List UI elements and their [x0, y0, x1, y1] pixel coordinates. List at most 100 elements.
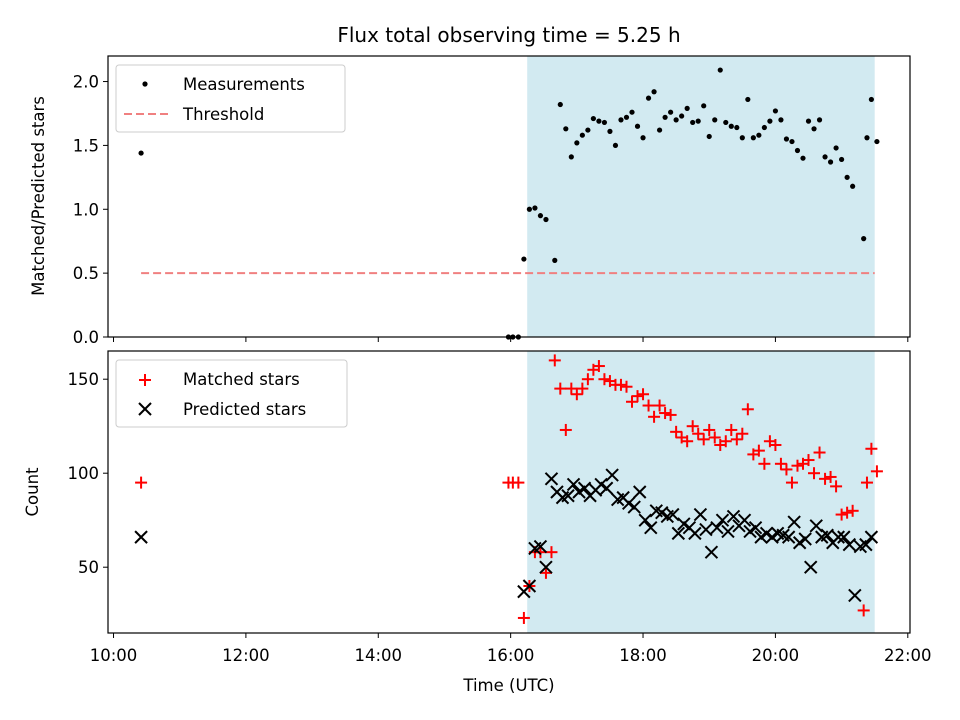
matched-star-point [819, 472, 832, 485]
predicted-star-point [599, 481, 614, 495]
predicted-star-point [605, 468, 619, 482]
bottom-x-ticks: 10:00 12:00 14:00 16:00 18:00 20:00 22:00 [90, 633, 932, 665]
predicted-star-point [688, 526, 702, 541]
measurement-point [767, 118, 773, 124]
matched-star-point [741, 403, 754, 416]
measurement-point [673, 117, 679, 123]
predicted-star-point [864, 530, 879, 544]
predicted-star-point [693, 507, 708, 522]
measurement-point [543, 216, 549, 223]
matched-star-point [841, 506, 854, 519]
measurement-point [579, 132, 585, 138]
predicted-star-point [804, 560, 818, 574]
top-y-tick-label: 0.5 [73, 264, 99, 283]
predicted-star-point [644, 521, 658, 535]
measurement-point [833, 145, 839, 151]
predicted-star-point [134, 530, 148, 544]
measurement-point [651, 89, 657, 95]
matched-star-point [719, 435, 732, 448]
x-tick-label: 20:00 [752, 646, 800, 665]
measurement-point [521, 256, 527, 262]
matched-star-point [653, 399, 666, 412]
matched-star-point [135, 476, 148, 489]
predicted-star-point [666, 507, 680, 522]
top-y-axis-label: Matched/Predicted stars [29, 96, 48, 296]
matched-star-point [576, 382, 589, 395]
measurement-point [811, 126, 817, 132]
x-tick-label: 18:00 [619, 646, 667, 665]
top-panel: 0.00.51.01.52.0 Matched/Predicted stars … [29, 55, 911, 347]
matched-star-point [813, 446, 826, 459]
predicted-star-point [627, 500, 641, 514]
measurement-point [778, 117, 784, 123]
bottom-panel: 50 100 150 10:00 12:00 14:00 16:00 18:00 20:00 2… [23, 350, 932, 695]
measurement-point [629, 109, 635, 115]
matched-star-point [865, 442, 878, 455]
measurement-point [723, 119, 729, 126]
legend-predicted-marker [138, 402, 152, 416]
predicted-star-point [848, 588, 862, 603]
top-x-ticks [113, 337, 909, 342]
matched-star-point [697, 433, 710, 446]
legend-matched-marker [139, 374, 151, 386]
predicted-star-point [748, 521, 763, 535]
bottom-y-tick-label: 50 [78, 558, 99, 577]
bottom-y-tick-label: 150 [68, 370, 100, 389]
predicted-star-point [842, 537, 857, 552]
top-axes-frame [107, 55, 911, 338]
matched-star-point [830, 480, 843, 493]
measurement-point [634, 123, 641, 129]
matched-star-point [581, 373, 594, 386]
x-tick-label: 14:00 [354, 646, 402, 665]
measurement-point [607, 128, 613, 134]
legend-predicted-label: Predicted stars [183, 400, 306, 419]
chart-title: Flux total observing time = 5.25 h [337, 23, 680, 47]
measurement-point [827, 159, 834, 165]
measurement-point [706, 133, 712, 140]
matched-star-point [648, 410, 661, 423]
measurement-points [138, 67, 880, 340]
top-y-tick-label: 0.0 [73, 328, 99, 347]
measurement-point [690, 119, 696, 126]
matched-star-point [637, 388, 650, 401]
predicted-star-point [837, 530, 851, 544]
predicted-star-point [721, 524, 735, 539]
bottom-y-tick-label: 100 [68, 464, 100, 483]
matched-star-point [620, 380, 633, 393]
top-legend-box [115, 64, 346, 133]
measurement-point [750, 135, 756, 141]
measurement-point [684, 105, 690, 111]
matched-star-point [592, 360, 605, 373]
matched-star-point [631, 390, 644, 403]
measurement-point [612, 142, 619, 149]
measurement-point [874, 138, 880, 145]
predicted-star-point [726, 509, 741, 524]
measurement-point [822, 154, 828, 160]
matched-star-point [614, 378, 627, 391]
matched-star-point [808, 467, 821, 480]
measurement-point [864, 135, 870, 141]
matched-star-point [517, 611, 530, 624]
measurement-point [789, 138, 795, 145]
measurement-point [623, 114, 630, 120]
measurement-point [816, 117, 823, 123]
top-observing-window [527, 56, 875, 337]
count-points [134, 354, 883, 624]
matched-star-point [681, 435, 694, 448]
bottom-y-ticks: 50 100 150 [68, 370, 108, 577]
matched-star-point [785, 476, 798, 489]
measurement-point [728, 123, 734, 129]
predicted-star-point [710, 521, 724, 535]
measurement-point [590, 115, 596, 122]
matched-star-point [752, 444, 765, 457]
predicted-star-point [539, 560, 553, 574]
matched-star-point [774, 457, 787, 470]
measurement-point [537, 213, 544, 219]
measurement-point [526, 206, 533, 212]
measurement-point [772, 108, 779, 114]
legend-threshold-label: Threshold [182, 105, 264, 124]
measurement-point [734, 124, 740, 131]
matched-star-point [539, 566, 552, 579]
matched-star-point [791, 459, 804, 472]
